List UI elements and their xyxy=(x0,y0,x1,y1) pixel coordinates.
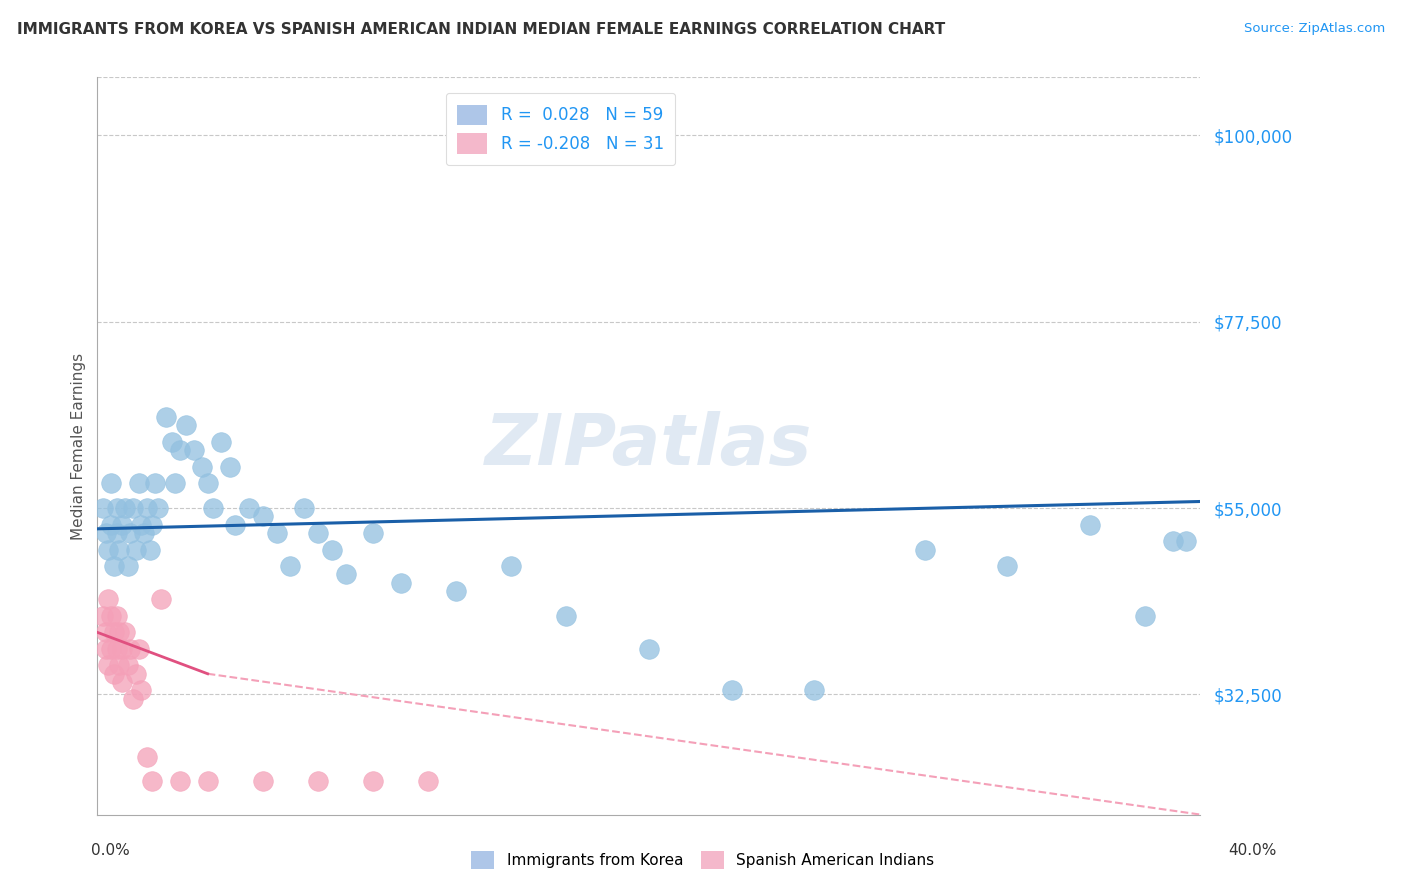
Point xyxy=(103,666,125,681)
Point xyxy=(94,525,117,540)
Point xyxy=(136,749,159,764)
Point xyxy=(555,608,578,623)
Point xyxy=(197,774,219,789)
Point xyxy=(307,525,329,540)
Point xyxy=(91,501,114,516)
Point xyxy=(125,542,148,557)
Point xyxy=(100,641,122,656)
Text: ZIPatlas: ZIPatlas xyxy=(485,411,813,481)
Point xyxy=(114,501,136,516)
Point xyxy=(128,641,150,656)
Point xyxy=(125,666,148,681)
Point xyxy=(995,559,1018,574)
Point xyxy=(361,774,384,789)
Point xyxy=(444,583,467,598)
Point xyxy=(292,501,315,516)
Point xyxy=(117,658,139,673)
Point xyxy=(1078,517,1101,532)
Point xyxy=(155,410,177,425)
Point xyxy=(146,501,169,516)
Point xyxy=(266,525,288,540)
Point xyxy=(914,542,936,557)
Point xyxy=(97,658,120,673)
Text: 40.0%: 40.0% xyxy=(1229,843,1277,858)
Point xyxy=(499,559,522,574)
Legend: R =  0.028   N = 59, R = -0.208   N = 31: R = 0.028 N = 59, R = -0.208 N = 31 xyxy=(446,93,675,166)
Point xyxy=(252,509,274,524)
Point xyxy=(307,774,329,789)
Point xyxy=(134,525,156,540)
Point xyxy=(637,641,659,656)
Point xyxy=(105,525,128,540)
Point xyxy=(120,641,142,656)
Point xyxy=(100,476,122,491)
Point xyxy=(183,443,205,458)
Point xyxy=(100,517,122,532)
Point xyxy=(136,501,159,516)
Point xyxy=(191,459,214,474)
Point xyxy=(803,683,825,698)
Point xyxy=(209,434,232,449)
Point xyxy=(97,592,120,607)
Point xyxy=(117,559,139,574)
Y-axis label: Median Female Earnings: Median Female Earnings xyxy=(72,352,86,540)
Point xyxy=(128,476,150,491)
Point xyxy=(94,641,117,656)
Point xyxy=(197,476,219,491)
Point xyxy=(122,501,145,516)
Point xyxy=(103,559,125,574)
Point xyxy=(141,517,163,532)
Point xyxy=(389,575,412,590)
Point xyxy=(100,608,122,623)
Legend: Immigrants from Korea, Spanish American Indians: Immigrants from Korea, Spanish American … xyxy=(465,845,941,875)
Point xyxy=(105,501,128,516)
Point xyxy=(280,559,302,574)
Point xyxy=(149,592,172,607)
Point xyxy=(141,774,163,789)
Point xyxy=(143,476,166,491)
Point xyxy=(94,625,117,640)
Point xyxy=(1161,534,1184,549)
Point xyxy=(418,774,440,789)
Point xyxy=(103,625,125,640)
Point xyxy=(114,625,136,640)
Point xyxy=(131,683,153,698)
Point xyxy=(108,625,131,640)
Text: IMMIGRANTS FROM KOREA VS SPANISH AMERICAN INDIAN MEDIAN FEMALE EARNINGS CORRELAT: IMMIGRANTS FROM KOREA VS SPANISH AMERICA… xyxy=(17,22,945,37)
Point xyxy=(111,675,134,690)
Point xyxy=(169,443,191,458)
Point xyxy=(108,542,131,557)
Point xyxy=(122,691,145,706)
Point xyxy=(252,774,274,789)
Point xyxy=(105,608,128,623)
Point xyxy=(361,525,384,540)
Point xyxy=(111,641,134,656)
Point xyxy=(218,459,240,474)
Text: 0.0%: 0.0% xyxy=(91,843,131,858)
Text: Source: ZipAtlas.com: Source: ZipAtlas.com xyxy=(1244,22,1385,36)
Point xyxy=(335,567,357,582)
Point xyxy=(238,501,260,516)
Point xyxy=(97,542,120,557)
Point xyxy=(108,658,131,673)
Point xyxy=(224,517,246,532)
Point xyxy=(160,434,183,449)
Point xyxy=(169,774,191,789)
Point xyxy=(1175,534,1198,549)
Point xyxy=(321,542,343,557)
Point xyxy=(720,683,742,698)
Point xyxy=(163,476,186,491)
Point xyxy=(120,525,142,540)
Point xyxy=(139,542,162,557)
Point xyxy=(111,517,134,532)
Point xyxy=(1133,608,1156,623)
Point xyxy=(91,608,114,623)
Point xyxy=(202,501,225,516)
Point xyxy=(105,641,128,656)
Point xyxy=(131,517,153,532)
Point xyxy=(174,418,197,433)
